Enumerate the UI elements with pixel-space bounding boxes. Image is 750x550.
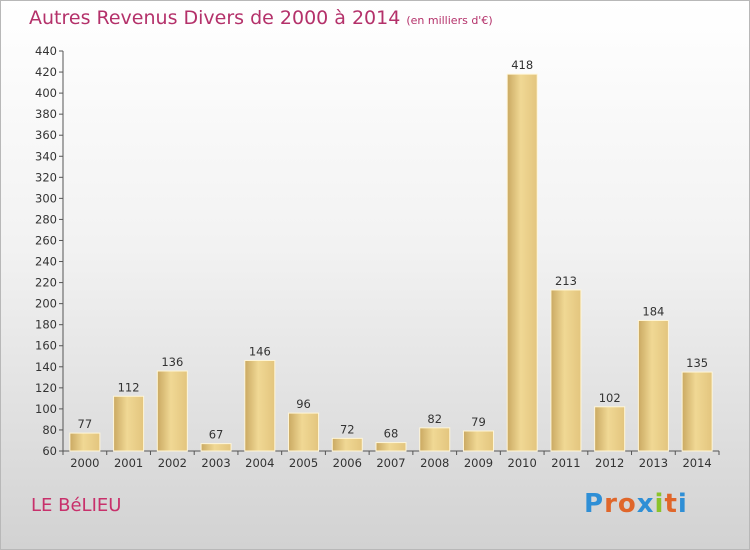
y-tick-label: 360: [35, 128, 57, 142]
logo-letter: i: [677, 489, 688, 519]
y-tick-label: 440: [35, 44, 57, 58]
x-tick-label-2002: 2002: [158, 456, 187, 470]
y-tick-label: 180: [35, 318, 57, 332]
y-tick-label: 120: [35, 381, 57, 395]
y-tick-label: 380: [35, 107, 57, 121]
bar-2011: [550, 289, 582, 452]
logo-letter: t: [664, 489, 678, 519]
data-label-2001: 112: [118, 380, 140, 394]
data-label-2014: 135: [686, 356, 708, 370]
data-label-2009: 79: [471, 415, 486, 429]
y-tick-label: 160: [35, 339, 57, 353]
y-tick-label: 320: [35, 170, 57, 184]
y-tick-label: 340: [35, 149, 57, 163]
bar-2009: [462, 430, 494, 452]
y-tick-label: 100: [35, 402, 57, 416]
bar-2001: [113, 395, 145, 452]
y-tick-label: 280: [35, 212, 57, 226]
x-tick-label-2010: 2010: [508, 456, 537, 470]
data-label-2003: 67: [209, 428, 224, 442]
bar-2008: [419, 427, 451, 452]
x-tick-label-2012: 2012: [595, 456, 624, 470]
chart-unit-note: (en milliers d'€): [406, 14, 493, 27]
bar-2014: [681, 371, 713, 452]
proxiti-logo: Proxiti: [584, 489, 688, 519]
bar-2007: [375, 442, 407, 452]
data-label-2000: 77: [78, 417, 93, 431]
data-label-2007: 68: [384, 427, 399, 441]
bar-2003: [200, 443, 232, 452]
logo-letter: x: [636, 489, 655, 519]
data-label-2010: 418: [511, 58, 533, 72]
y-tick-label: 220: [35, 276, 57, 290]
y-tick-label: 60: [42, 444, 57, 458]
data-label-2004: 146: [249, 344, 271, 358]
x-tick-label-2009: 2009: [464, 456, 493, 470]
y-tick-label: 140: [35, 360, 57, 374]
x-tick-label-2008: 2008: [420, 456, 449, 470]
logo-letter: o: [617, 489, 637, 519]
x-tick-label-2006: 2006: [333, 456, 362, 470]
y-tick-label: 260: [35, 233, 57, 247]
data-label-2012: 102: [599, 391, 621, 405]
x-tick-label-2000: 2000: [70, 456, 99, 470]
data-label-2002: 136: [161, 355, 183, 369]
y-tick-label: 80: [42, 423, 57, 437]
y-tick-label: 240: [35, 255, 57, 269]
data-label-2008: 82: [427, 412, 442, 426]
y-tick-label: 420: [35, 65, 57, 79]
x-tick-label-2014: 2014: [682, 456, 711, 470]
y-tick-label: 200: [35, 297, 57, 311]
chart-title-text: Autres Revenus Divers de 2000 à 2014: [29, 7, 401, 29]
data-label-2013: 184: [642, 304, 664, 318]
x-tick-label-2001: 2001: [114, 456, 143, 470]
data-label-2005: 96: [296, 397, 311, 411]
bar-2000: [69, 432, 101, 452]
y-tick-label: 300: [35, 191, 57, 205]
data-label-2006: 72: [340, 422, 355, 436]
bar-2006: [331, 437, 363, 452]
x-tick-label-2004: 2004: [245, 456, 274, 470]
x-tick-label-2013: 2013: [639, 456, 668, 470]
y-tick-label: 400: [35, 86, 57, 100]
x-tick-label-2011: 2011: [551, 456, 580, 470]
data-label-2011: 213: [555, 274, 577, 288]
bar-2005: [288, 412, 320, 452]
chart-title: Autres Revenus Divers de 2000 à 2014 (en …: [29, 7, 493, 29]
logo-letter: i: [654, 489, 665, 519]
x-tick-label-2003: 2003: [201, 456, 230, 470]
bar-2002: [156, 370, 188, 452]
bar-2012: [594, 406, 626, 452]
bar-2010: [506, 73, 538, 452]
bar-2004: [244, 359, 276, 452]
x-tick-label-2005: 2005: [289, 456, 318, 470]
commune-name: LE BéLIEU: [31, 495, 122, 516]
x-tick-label-2007: 2007: [376, 456, 405, 470]
logo-letter: P: [584, 489, 605, 519]
logo-letter: r: [604, 489, 618, 519]
bar-2013: [637, 319, 669, 452]
